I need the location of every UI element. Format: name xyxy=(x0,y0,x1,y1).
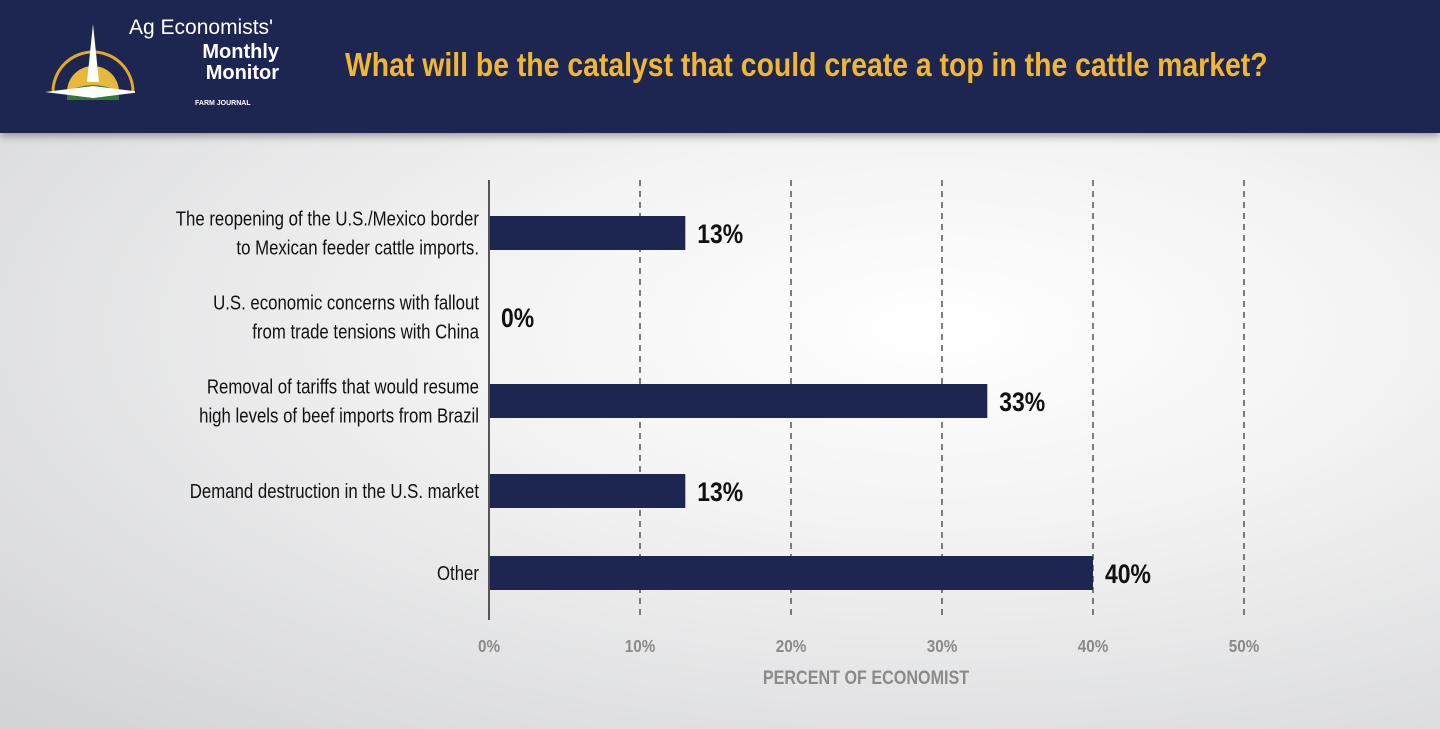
x-axis-label: PERCENT OF ECONOMIST xyxy=(763,667,969,689)
category-label: high levels of beef imports from Brazil xyxy=(199,404,479,427)
bar-value-label: 40% xyxy=(1105,559,1151,589)
category-label: Removal of tariffs that would resume xyxy=(207,375,479,398)
bar xyxy=(489,474,686,508)
bar xyxy=(489,216,686,250)
bar xyxy=(489,384,988,418)
x-tick-label: 10% xyxy=(625,636,656,656)
bar-value-label: 13% xyxy=(697,219,743,249)
page-title: What will be the catalyst that could cre… xyxy=(345,46,1268,83)
bar-value-label: 0% xyxy=(501,303,534,333)
category-label: The reopening of the U.S./Mexico border xyxy=(176,207,479,230)
logo-line2: Monthly Monitor xyxy=(202,41,279,84)
logo-publisher: FARM JOURNAL xyxy=(195,100,251,107)
x-tick-label: 40% xyxy=(1078,636,1109,656)
bar xyxy=(489,556,1093,590)
category-label: from trade tensions with China xyxy=(252,320,479,343)
bar-value-label: 33% xyxy=(999,387,1045,417)
logo: Ag Economists' Monthly Monitor FARM JOURN… xyxy=(45,14,295,114)
header: Ag Economists' Monthly Monitor FARM JOURN… xyxy=(0,0,1440,133)
x-tick-label: 0% xyxy=(478,636,500,656)
category-label: Other xyxy=(437,562,479,585)
x-tick-label: 30% xyxy=(927,636,958,656)
logo-line1: Ag Economists' xyxy=(129,16,274,39)
category-label: to Mexican feeder cattle imports. xyxy=(236,236,479,259)
x-tick-label: 20% xyxy=(776,636,807,656)
x-tick-label: 50% xyxy=(1229,636,1260,656)
category-label: U.S. economic concerns with fallout xyxy=(213,291,479,314)
compass-sun-icon xyxy=(45,24,135,100)
category-label: Demand destruction in the U.S. market xyxy=(190,480,479,503)
bar-value-label: 13% xyxy=(697,477,743,507)
